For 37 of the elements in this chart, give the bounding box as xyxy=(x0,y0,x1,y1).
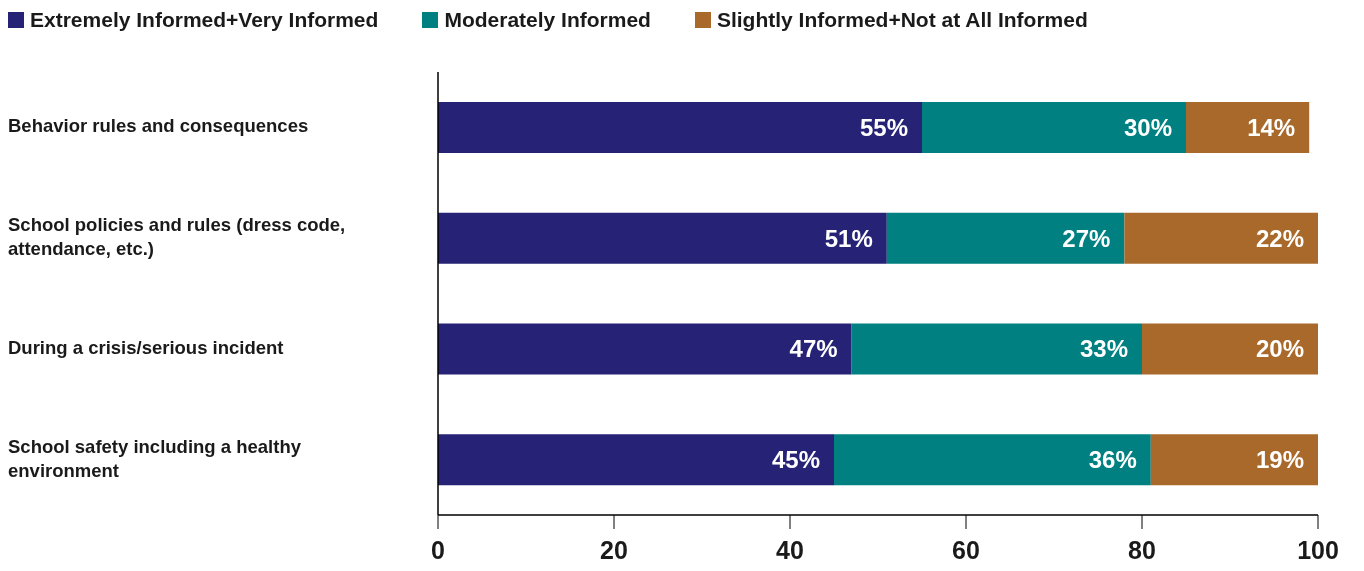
data-label: 36% xyxy=(1088,446,1137,474)
x-tick-label: 20 xyxy=(600,535,628,564)
y-tick-label: School safety including a healthy environment xyxy=(8,435,302,481)
bar xyxy=(834,434,1151,486)
bar xyxy=(886,212,1125,264)
data-label: 55% xyxy=(859,113,908,141)
data-label: 45% xyxy=(771,446,820,474)
bar xyxy=(1186,101,1310,153)
legend-label: Slightly Informed+Not at All Informed xyxy=(715,8,1088,32)
bar xyxy=(1150,434,1318,486)
data-label: 30% xyxy=(1123,113,1172,141)
data-label: 20% xyxy=(1255,335,1304,363)
y-tick-label: Behavior rules and consequences xyxy=(8,115,309,137)
data-label: 22% xyxy=(1255,224,1304,252)
data-label: 19% xyxy=(1255,446,1304,474)
x-tick-label: 0 xyxy=(431,535,445,564)
bar xyxy=(438,323,852,375)
data-label: 27% xyxy=(1062,224,1111,252)
data-label: 51% xyxy=(824,224,873,252)
bar xyxy=(851,323,1142,375)
data-label: 47% xyxy=(789,335,838,363)
bar xyxy=(1142,323,1318,375)
data-label: 14% xyxy=(1247,113,1296,141)
bar xyxy=(438,101,922,153)
bar xyxy=(438,212,887,264)
data-label: 33% xyxy=(1079,335,1128,363)
x-tick-label: 60 xyxy=(952,535,980,564)
x-tick-label: 100 xyxy=(1297,535,1339,564)
legend-label: Extremely Informed+Very Informed xyxy=(29,8,379,32)
y-tick-label: During a crisis/serious incident xyxy=(8,336,284,358)
bar xyxy=(922,101,1186,153)
legend-label: Moderately Informed xyxy=(443,8,651,32)
y-tick-label: School policies and rules (dress code, attendance, etc.) xyxy=(8,214,346,260)
bar xyxy=(1124,212,1318,264)
x-tick-label: 80 xyxy=(1128,535,1156,564)
bar xyxy=(438,434,834,486)
x-tick-label: 40 xyxy=(776,535,804,564)
